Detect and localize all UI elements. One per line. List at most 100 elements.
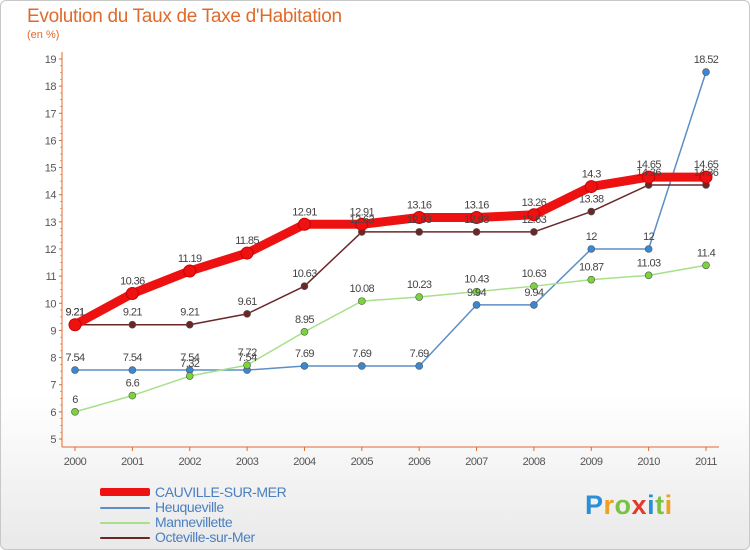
legend-label: Mannevillette — [155, 514, 233, 530]
data-label: 10.87 — [579, 262, 604, 274]
data-label: 10.43 — [464, 274, 489, 286]
data-point — [530, 228, 538, 236]
data-point — [644, 271, 653, 280]
series-line — [70, 172, 711, 330]
data-point — [642, 170, 656, 184]
logo-letter: x — [631, 490, 648, 520]
series-line — [74, 71, 707, 371]
data-point — [470, 211, 484, 225]
logo-letter: o — [614, 490, 632, 520]
data-label: 12 — [586, 231, 598, 243]
legend-item-heuqueville: Heuqueville — [100, 499, 360, 515]
y-tick-label: 18 — [45, 81, 57, 93]
data-label: 6.6 — [126, 378, 140, 390]
data-label: 9.21 — [123, 307, 142, 319]
data-point — [472, 301, 481, 309]
chart-title: Evolution du Taux de Taxe d'Habitation — [27, 6, 342, 27]
data-point — [355, 217, 369, 231]
data-point — [300, 327, 309, 336]
x-tick-label: 2008 — [523, 456, 546, 468]
data-label: 7.54 — [180, 352, 199, 364]
data-label: 9.94 — [467, 287, 486, 299]
data-point — [472, 228, 481, 236]
y-tick-label: 5 — [50, 434, 56, 446]
logo-letter: r — [603, 490, 615, 520]
x-tick-label: 2009 — [580, 456, 603, 468]
legend-swatch — [100, 488, 150, 496]
data-label: 9.21 — [65, 307, 84, 319]
data-point — [584, 180, 598, 194]
logo-letter: t — [655, 490, 665, 520]
data-label: 12.63 — [464, 214, 489, 226]
data-label: 9.21 — [65, 307, 84, 319]
legend-label: Octeville-sur-Mer — [155, 529, 255, 545]
y-tick-label: 12 — [45, 244, 57, 256]
data-label: 12.63 — [350, 214, 375, 226]
data-label: 10.23 — [407, 279, 432, 291]
y-tick-label: 17 — [45, 108, 57, 120]
legend-item-mannevillette: Mannevillette — [100, 514, 360, 530]
data-point — [71, 408, 79, 416]
data-point — [300, 282, 309, 290]
data-label: 9.21 — [180, 307, 199, 319]
data-label: 14.3 — [582, 169, 601, 181]
legend-swatch — [100, 507, 150, 509]
x-tick-label: 2011 — [695, 456, 717, 468]
data-label: 7.32 — [180, 358, 199, 370]
data-label: 6 — [72, 394, 78, 406]
x-tick-label: 2006 — [408, 456, 431, 468]
data-point — [587, 207, 596, 216]
x-tick-label: 2004 — [293, 456, 316, 468]
data-label: 11.85 — [235, 235, 259, 247]
data-label: 13.38 — [579, 194, 604, 206]
legend-item-cauville: CAUVILLE-SUR-MER — [100, 484, 360, 500]
data-point — [702, 261, 710, 270]
data-point — [358, 362, 366, 370]
data-point — [699, 170, 713, 184]
data-point — [472, 287, 481, 296]
data-label: 13.16 — [464, 200, 489, 212]
data-label: 9.94 — [524, 287, 543, 299]
data-point — [71, 366, 79, 374]
data-point — [125, 287, 139, 301]
legend-label: CAUVILLE-SUR-MER — [155, 484, 287, 500]
y-tick-label: 10 — [45, 298, 57, 310]
y-tick-label: 16 — [45, 135, 57, 147]
data-label: 7.54 — [65, 352, 84, 364]
logo-letter: P — [585, 490, 604, 520]
data-label: 14.36 — [636, 167, 661, 179]
data-point — [300, 362, 309, 370]
data-label: 7.69 — [410, 348, 429, 360]
data-label: 7.54 — [123, 352, 142, 364]
x-tick-label: 2003 — [236, 456, 259, 468]
data-point — [183, 264, 197, 278]
data-point — [530, 282, 538, 290]
data-label: 13.26 — [522, 197, 547, 209]
data-label: 10.63 — [292, 268, 317, 280]
x-tick-label: 2010 — [637, 456, 660, 468]
proxiti-logo: Proxiti — [585, 490, 673, 521]
data-label: 9.61 — [238, 296, 257, 308]
data-label: 7.69 — [352, 348, 371, 360]
x-tick-label: 2000 — [64, 456, 87, 468]
data-point — [243, 310, 251, 318]
data-label: 18.52 — [694, 54, 719, 66]
y-tick-label: 7 — [50, 380, 56, 392]
y-tick-label: 19 — [45, 54, 57, 66]
data-point — [415, 228, 423, 236]
x-tick-label: 2002 — [178, 456, 201, 468]
legend-label: Heuqueville — [155, 499, 224, 515]
x-tick-label: 2007 — [465, 456, 488, 468]
y-tick-label: 11 — [46, 271, 57, 283]
data-point — [415, 362, 423, 370]
data-label: 12.91 — [350, 206, 375, 218]
data-label: 10.08 — [350, 283, 375, 295]
data-point — [415, 293, 423, 301]
data-label: 13.16 — [407, 200, 432, 212]
series-line — [74, 184, 707, 326]
data-label: 12.91 — [292, 206, 317, 218]
data-point — [185, 320, 194, 329]
logo-letter: i — [664, 490, 673, 520]
data-point — [412, 211, 426, 225]
